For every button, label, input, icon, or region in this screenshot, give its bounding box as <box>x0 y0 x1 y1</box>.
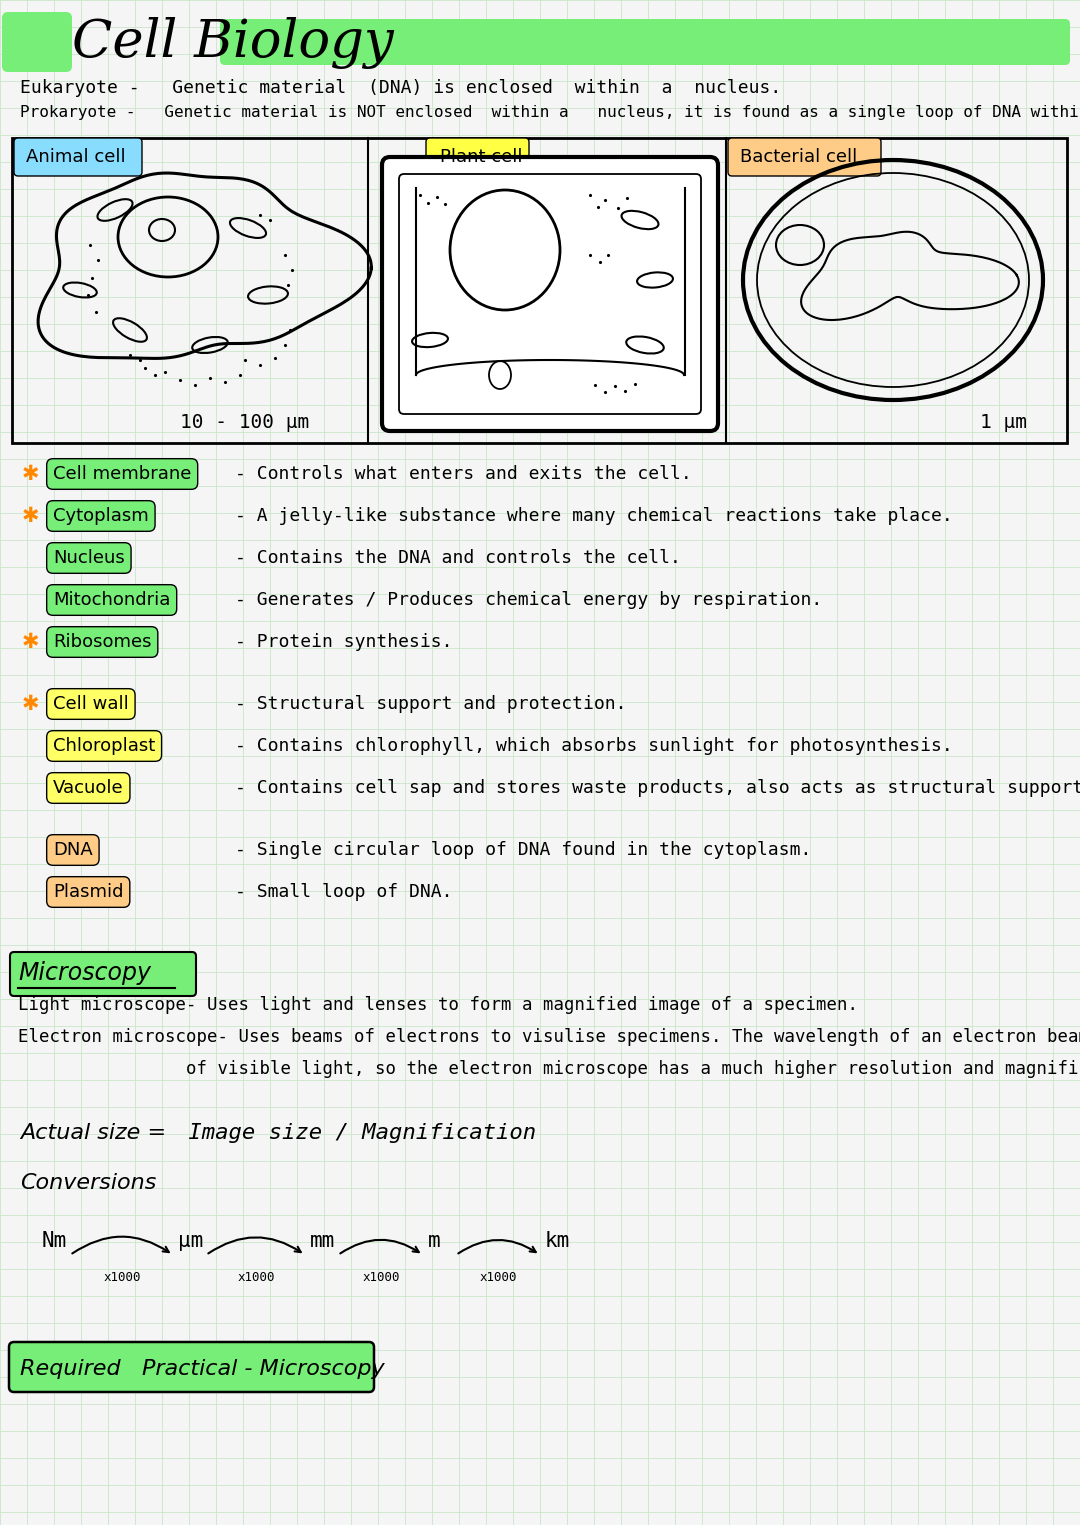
Text: - Contains cell sap and stores waste products, also acts as structural support.: - Contains cell sap and stores waste pro… <box>235 779 1080 798</box>
Text: Electron microscope- Uses beams of electrons to visulise specimens. The waveleng: Electron microscope- Uses beams of elect… <box>18 1028 1080 1046</box>
Text: of visible light, so the electron microscope has a much higher resolution and ma: of visible light, so the electron micros… <box>18 1060 1080 1078</box>
Text: - Structural support and protection.: - Structural support and protection. <box>235 695 626 714</box>
FancyBboxPatch shape <box>426 137 529 175</box>
Text: ✱: ✱ <box>22 694 40 714</box>
Text: ✱: ✱ <box>22 631 40 653</box>
Bar <box>12 137 1067 442</box>
Text: Plant cell: Plant cell <box>440 148 523 166</box>
Text: Required   Practical - Microscopy: Required Practical - Microscopy <box>21 1359 384 1379</box>
FancyBboxPatch shape <box>2 12 72 72</box>
FancyBboxPatch shape <box>220 18 1070 66</box>
FancyBboxPatch shape <box>14 137 141 175</box>
Text: 10 - 100 μm: 10 - 100 μm <box>180 413 309 432</box>
Text: Mitochondria: Mitochondria <box>53 592 171 608</box>
Text: m: m <box>428 1231 441 1250</box>
Text: - Generates / Produces chemical energy by respiration.: - Generates / Produces chemical energy b… <box>235 592 822 608</box>
Text: 1 μm: 1 μm <box>980 413 1027 432</box>
Text: Chloroplast: Chloroplast <box>53 737 156 755</box>
FancyBboxPatch shape <box>10 952 195 996</box>
Text: Conversions: Conversions <box>21 1173 157 1193</box>
Text: x1000: x1000 <box>238 1270 275 1284</box>
Text: - Single circular loop of DNA found in the cytoplasm.: - Single circular loop of DNA found in t… <box>235 840 811 859</box>
Text: Plasmid: Plasmid <box>53 883 123 901</box>
Text: - Contains the DNA and controls the cell.: - Contains the DNA and controls the cell… <box>235 549 680 567</box>
FancyBboxPatch shape <box>382 157 718 432</box>
Text: Nm: Nm <box>42 1231 67 1250</box>
Text: Eukaryote -   Genetic material  (DNA) is enclosed  within  a  nucleus.: Eukaryote - Genetic material (DNA) is en… <box>21 79 781 98</box>
Text: Ribosomes: Ribosomes <box>53 633 151 651</box>
Text: - A jelly-like substance where many chemical reactions take place.: - A jelly-like substance where many chem… <box>235 506 953 525</box>
Text: ✱: ✱ <box>22 464 40 483</box>
Text: μm: μm <box>178 1231 203 1250</box>
Text: DNA: DNA <box>53 840 93 859</box>
Text: Image size / Magnification: Image size / Magnification <box>175 1122 536 1144</box>
Text: x1000: x1000 <box>480 1270 517 1284</box>
Text: Prokaryote -   Genetic material is NOT enclosed  within a   nucleus, it is found: Prokaryote - Genetic material is NOT enc… <box>21 105 1080 120</box>
Text: Cell wall: Cell wall <box>53 695 129 714</box>
Text: km: km <box>545 1231 570 1250</box>
Text: - Controls what enters and exits the cell.: - Controls what enters and exits the cel… <box>235 465 692 483</box>
FancyBboxPatch shape <box>9 1342 374 1392</box>
Text: Cell membrane: Cell membrane <box>53 465 191 483</box>
FancyBboxPatch shape <box>728 137 881 175</box>
Text: Nucleus: Nucleus <box>53 549 125 567</box>
Text: - Protein synthesis.: - Protein synthesis. <box>235 633 453 651</box>
Text: - Contains chlorophyll, which absorbs sunlight for photosynthesis.: - Contains chlorophyll, which absorbs su… <box>235 737 953 755</box>
Text: Actual size =: Actual size = <box>21 1122 180 1144</box>
Text: ✱: ✱ <box>22 506 40 526</box>
Text: x1000: x1000 <box>363 1270 400 1284</box>
Text: x1000: x1000 <box>104 1270 141 1284</box>
Text: Vacuole: Vacuole <box>53 779 123 798</box>
Text: Cytoplasm: Cytoplasm <box>53 506 149 525</box>
Text: Bacterial cell: Bacterial cell <box>740 148 858 166</box>
Text: mm: mm <box>310 1231 335 1250</box>
Text: Animal cell: Animal cell <box>26 148 125 166</box>
Text: Microscopy: Microscopy <box>18 961 151 985</box>
Text: - Small loop of DNA.: - Small loop of DNA. <box>235 883 453 901</box>
Text: Cell Biology: Cell Biology <box>72 17 393 69</box>
Text: Light microscope- Uses light and lenses to form a magnified image of a specimen.: Light microscope- Uses light and lenses … <box>18 996 858 1014</box>
